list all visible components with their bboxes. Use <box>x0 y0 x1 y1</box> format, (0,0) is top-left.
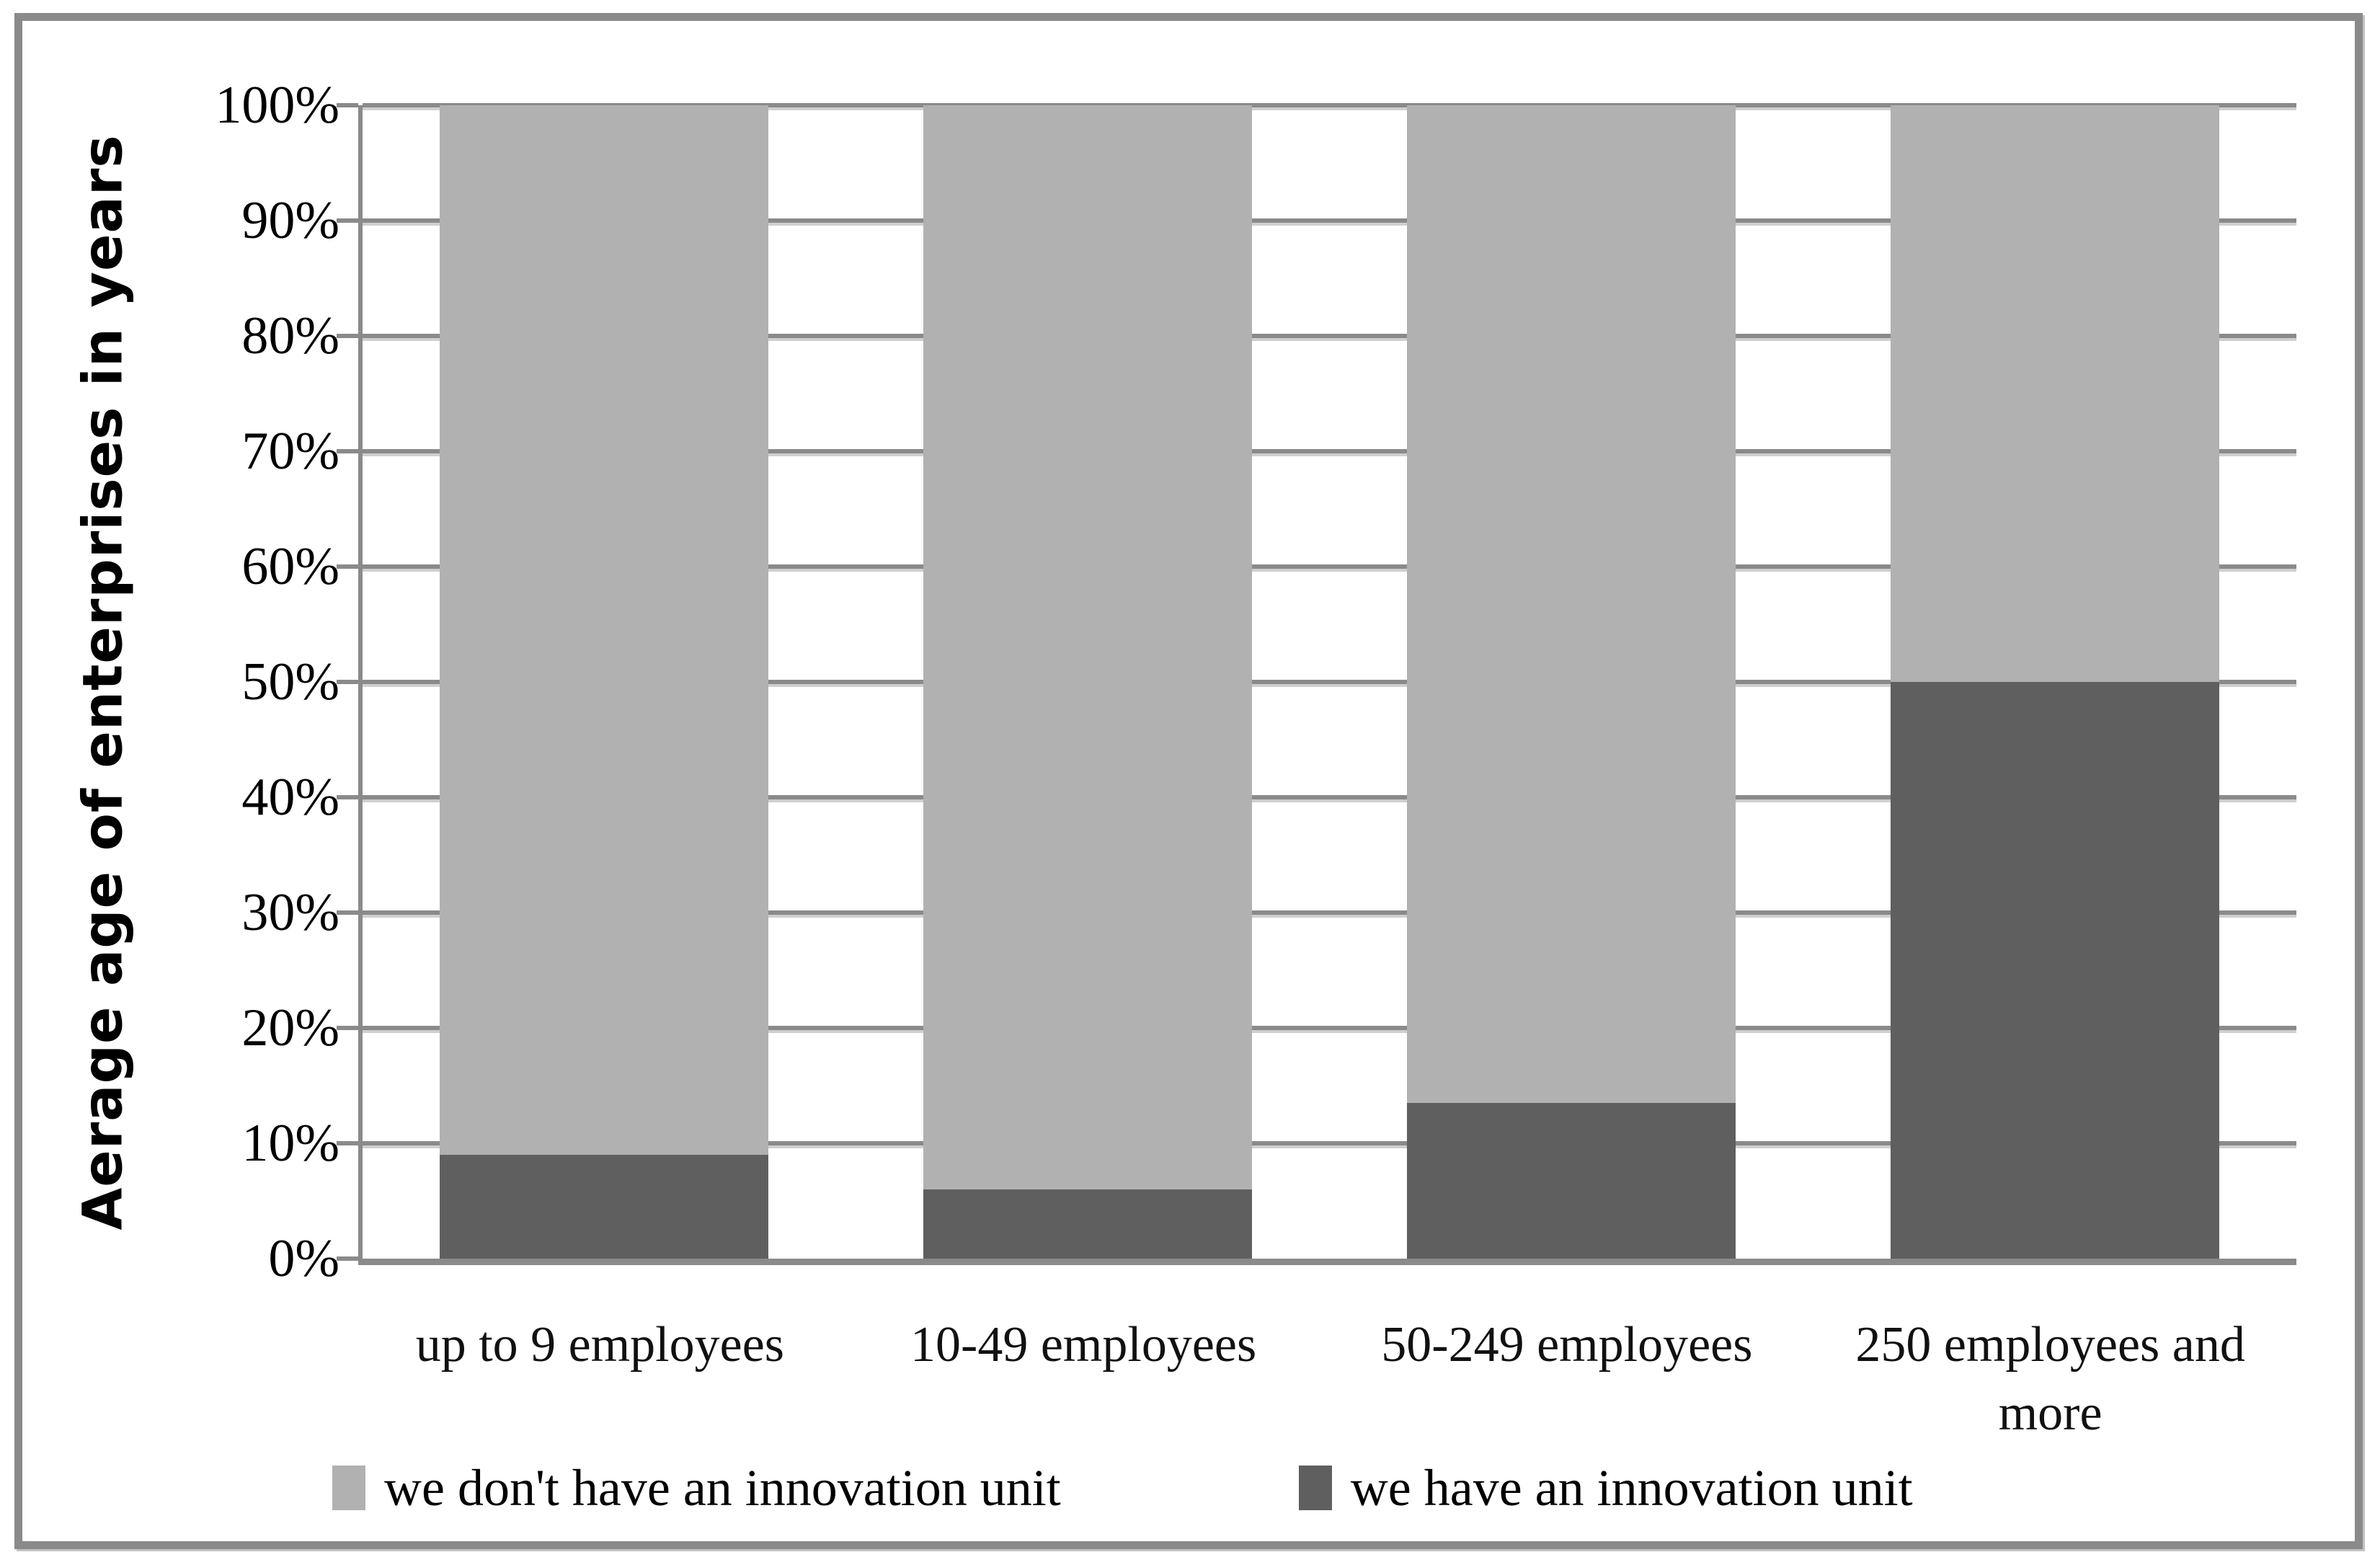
chart-frame: Aerage age of enterprises in years 0% 10%… <box>14 13 2363 1549</box>
stacked-bar <box>440 105 769 1259</box>
gridline <box>363 449 2296 453</box>
gridline <box>363 334 2296 338</box>
legend-item: we have an innovation unit <box>1298 1458 1913 1518</box>
y-axis-tickmark <box>337 910 358 915</box>
y-axis-tickmark <box>337 1026 358 1030</box>
y-axis-tickmark <box>337 449 358 453</box>
bar-segment <box>1406 1103 1736 1259</box>
y-tick-label: 30% <box>241 883 339 942</box>
bar-segment <box>923 1189 1253 1259</box>
gridline <box>363 103 2296 107</box>
x-category-label-text: 50-249 employees <box>1381 1317 1753 1373</box>
y-axis-tickmark <box>337 1256 358 1261</box>
x-category-label: 250 employees and more <box>1808 1311 2292 1447</box>
bar-segment <box>923 105 1253 1189</box>
y-tick-label: 20% <box>241 998 339 1058</box>
y-axis-tickmark <box>337 795 358 799</box>
legend-swatch <box>332 1466 365 1510</box>
y-axis-tickmark <box>337 103 358 107</box>
x-category-label-text: 250 employees and more <box>1855 1317 2245 1441</box>
gridline <box>363 795 2296 799</box>
y-tick-label: 60% <box>241 537 339 596</box>
bars-layer <box>363 105 2296 1259</box>
y-tick-label: 70% <box>241 422 339 481</box>
legend-item: we don't have an innovation unit <box>332 1458 1061 1518</box>
category-slot <box>363 105 846 1259</box>
bar-segment <box>440 105 769 1155</box>
y-axis-tickmark <box>337 564 358 569</box>
category-slot <box>846 105 1330 1259</box>
x-category-label: 50-249 employees <box>1326 1311 1809 1447</box>
bar-segment <box>1406 105 1736 1103</box>
bar-segment <box>1890 682 2219 1259</box>
x-category-label: up to 9 employees <box>358 1311 842 1447</box>
y-axis-tickmark <box>337 218 358 223</box>
y-tick-label: 80% <box>241 306 339 365</box>
chart-canvas: Aerage age of enterprises in years 0% 10%… <box>22 21 2355 1541</box>
y-tick-label: 10% <box>241 1114 339 1173</box>
x-axis-category-labels: up to 9 employees 10-49 employees 50-249 e… <box>358 1311 2292 1447</box>
x-category-label-text: 10-49 employees <box>910 1317 1257 1373</box>
y-tick-label: 90% <box>241 191 339 250</box>
y-axis-tickmark <box>337 680 358 684</box>
gridline <box>363 1026 2296 1030</box>
legend-label: we don't have an innovation unit <box>384 1458 1061 1517</box>
y-axis-tickmark <box>337 1141 358 1145</box>
bar-segment <box>1890 105 2219 682</box>
gridline <box>363 564 2296 569</box>
x-category-label-text: up to 9 employees <box>415 1317 785 1373</box>
legend: we don't have an innovation unit we have … <box>332 1445 2326 1531</box>
plot-area <box>337 103 2296 1265</box>
x-category-label: 10-49 employees <box>842 1311 1326 1447</box>
gridline <box>363 1141 2296 1145</box>
category-slot <box>1813 105 2296 1259</box>
y-tick-label: 40% <box>241 768 339 827</box>
y-axis-tickmark <box>337 334 358 338</box>
legend-label: we have an innovation unit <box>1350 1458 1913 1517</box>
gridline <box>363 218 2296 223</box>
gridline <box>363 680 2296 684</box>
legend-swatch <box>1298 1466 1332 1510</box>
stacked-bar <box>923 105 1253 1259</box>
y-tick-label: 50% <box>241 652 339 711</box>
y-axis-tick-labels: 0% 10% 20% 30% 40% 50% 60% 70% 80% 90% 100% <box>102 79 339 1285</box>
gridline <box>363 910 2296 915</box>
stacked-bar <box>1406 105 1736 1259</box>
y-tick-label: 0% <box>268 1229 339 1288</box>
y-tick-label: 100% <box>215 76 339 135</box>
stacked-bar <box>1890 105 2219 1259</box>
category-slot <box>1330 105 1813 1259</box>
bar-segment <box>440 1155 769 1259</box>
